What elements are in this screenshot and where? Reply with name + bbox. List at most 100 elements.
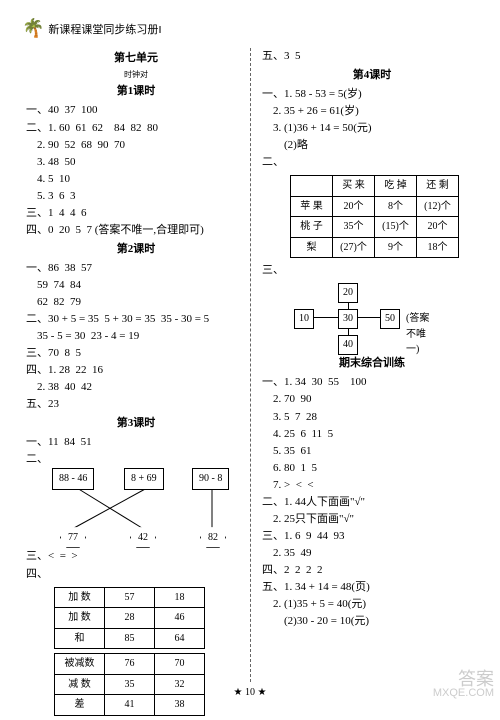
subtraction-table: 被减数7670 减 数3532 差4138 (54, 653, 205, 716)
cell: 46 (155, 608, 205, 629)
cell: 苹 果 (291, 196, 333, 217)
addition-table: 加 数5718 加 数2846 和8564 (54, 587, 205, 650)
matching-diagram: 88 - 46 8 + 69 90 - 8 77 42 82 (52, 468, 242, 548)
text: 三、1. 6 9 44 93 (262, 528, 482, 545)
text: 4. 25 6 11 5 (262, 426, 482, 443)
text: 二、 (262, 154, 482, 171)
cell: 8个 (375, 196, 417, 217)
text: 3. (1)36 + 14 = 50(元) (262, 120, 482, 137)
right-column: 五、3 5 第4课时 一、1. 58 - 53 = 5(岁) 2. 35 + 2… (262, 48, 482, 630)
watermark-line: 答案 (433, 670, 494, 689)
palm-icon: 🌴 (22, 18, 44, 39)
expr-box: 88 - 46 (52, 468, 94, 490)
text: 四、 (26, 566, 246, 583)
number-net: 20 10 30 50 40 (答案不唯一) (288, 283, 438, 353)
text: 三、 (262, 262, 482, 279)
text: 2. 25只下面画"√" (262, 511, 482, 528)
text: 三、70 8 5 (26, 345, 246, 362)
text: 四、2 2 2 2 (262, 562, 482, 579)
unit-title: 第七单元 (26, 50, 246, 67)
text: 3. 5 7 28 (262, 409, 482, 426)
text: 2. 35 + 26 = 61(岁) (262, 103, 482, 120)
net-note: (答案不唯一) (406, 311, 438, 358)
text: 2. 38 40 42 (26, 379, 246, 396)
cell: 和 (55, 628, 105, 649)
page-number: ★ 10 ★ (0, 687, 500, 698)
column-divider (250, 48, 251, 682)
cell: 64 (155, 628, 205, 649)
cell: 还 剩 (417, 176, 459, 197)
cell: (12)个 (417, 196, 459, 217)
cell: 20个 (417, 217, 459, 238)
net-box: 20 (338, 283, 358, 303)
cell: 18 (155, 587, 205, 608)
text: 一、40 37 100 (26, 102, 246, 119)
text: 二、1. 44人下面画"√" (262, 494, 482, 511)
lesson4-title: 第4课时 (262, 67, 482, 84)
page-header: 🌴 新课程课堂同步练习册‖ (22, 18, 162, 39)
cell: 20个 (333, 196, 375, 217)
text: 6. 80 1 5 (262, 460, 482, 477)
text: 4. 5 10 (26, 171, 246, 188)
text: 一、1. 58 - 53 = 5(岁) (262, 86, 482, 103)
net-box: 10 (294, 309, 314, 329)
cell: 76 (105, 654, 155, 675)
text: 7. > < < (262, 477, 482, 494)
text: 五、3 5 (262, 48, 482, 65)
text: 62 82 79 (26, 294, 246, 311)
text: (2)略 (262, 137, 482, 154)
net-box: 40 (338, 335, 358, 355)
lesson1-title: 第1课时 (26, 83, 246, 100)
cell: 桃 子 (291, 217, 333, 238)
cell: 被减数 (55, 654, 105, 675)
net-box: 30 (338, 309, 358, 329)
cell: 加 数 (55, 608, 105, 629)
watermark-line: MXQE.COM (433, 688, 494, 700)
net-box: 50 (380, 309, 400, 329)
text: 二、1. 60 61 62 84 82 80 (26, 120, 246, 137)
lesson2-title: 第2课时 (26, 241, 246, 258)
expr-box: 90 - 8 (192, 468, 229, 490)
text: 一、1. 34 30 55 100 (262, 374, 482, 391)
cell: 35个 (333, 217, 375, 238)
text: 2. 70 90 (262, 391, 482, 408)
cell: (27)个 (333, 237, 375, 258)
text: 五、1. 34 + 14 = 48(页) (262, 579, 482, 596)
cell: 85 (105, 628, 155, 649)
text: 五、23 (26, 396, 246, 413)
watermark: 答案 MXQE.COM (433, 670, 494, 700)
text: (2)30 - 20 = 10(元) (262, 613, 482, 630)
cell: 28 (105, 608, 155, 629)
text: 三、1 4 4 6 (26, 205, 246, 222)
text: 35 - 5 = 30 23 - 4 = 19 (26, 328, 246, 345)
cell: 18个 (417, 237, 459, 258)
cell: 70 (155, 654, 205, 675)
lesson3-title: 第3课时 (26, 415, 246, 432)
text: 四、1. 28 22 16 (26, 362, 246, 379)
text: 四、0 20 5 7 (答案不唯一,合理即可) (26, 222, 246, 239)
text: 一、11 84 51 (26, 434, 246, 451)
text: 二、30 + 5 = 35 5 + 30 = 35 35 - 30 = 5 (26, 311, 246, 328)
text: 5. 3 6 3 (26, 188, 246, 205)
header-title: 新课程课堂同步练习册‖ (48, 21, 161, 37)
cell: 买 来 (333, 176, 375, 197)
text: 3. 48 50 (26, 154, 246, 171)
cell (291, 176, 333, 197)
expr-box: 8 + 69 (124, 468, 164, 490)
cell: 梨 (291, 237, 333, 258)
unit-sub: 时钟对 (26, 69, 246, 81)
left-column: 第七单元 时钟对 第1课时 一、40 37 100 二、1. 60 61 62 … (26, 48, 246, 720)
cell: 9个 (375, 237, 417, 258)
text: 5. 35 61 (262, 443, 482, 460)
cell: (15)个 (375, 217, 417, 238)
final-title: 期末综合训练 (262, 355, 482, 372)
text: 一、86 38 57 (26, 260, 246, 277)
cell: 加 数 (55, 587, 105, 608)
fruit-table: 买 来吃 掉还 剩 苹 果20个8个(12)个 桃 子35个(15)个20个 梨… (290, 175, 459, 258)
text: 2. 90 52 68 90 70 (26, 137, 246, 154)
text: 三、< = > (26, 548, 246, 565)
text: 59 74 84 (26, 277, 246, 294)
cell: 吃 掉 (375, 176, 417, 197)
text: 2. (1)35 + 5 = 40(元) (262, 596, 482, 613)
text: 2. 35 49 (262, 545, 482, 562)
